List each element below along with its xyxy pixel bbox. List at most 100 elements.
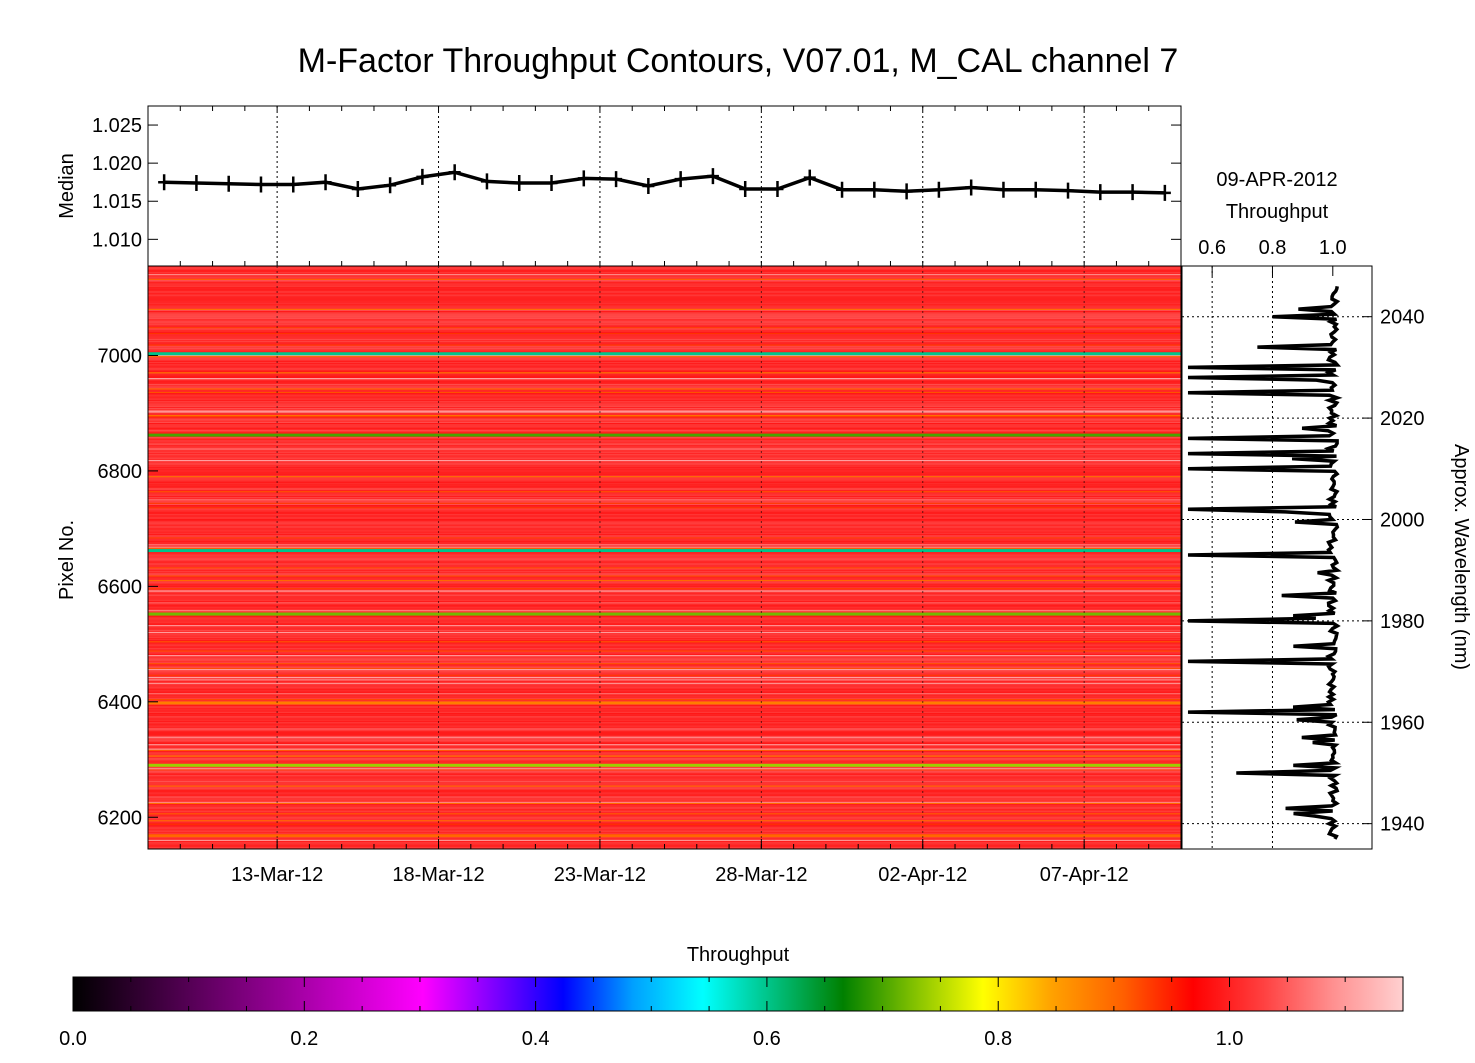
heatmap-row: [148, 502, 1181, 504]
heatmap-row: [148, 421, 1181, 424]
heatmap-row: [148, 637, 1181, 639]
median-point: [158, 174, 171, 191]
heatmap-row: [148, 633, 1181, 635]
heatmap-row: [148, 406, 1181, 408]
heatmap-row: [148, 616, 1181, 619]
heatmap-row: [148, 619, 1181, 621]
heatmap-row: [148, 409, 1181, 411]
heatmap-row: [148, 301, 1181, 303]
heatmap-row: [148, 799, 1181, 801]
heatmap-row: [148, 272, 1181, 275]
heatmap-row: [148, 319, 1181, 321]
heatmap-x-tick-label: 23-Mar-12: [554, 864, 646, 886]
heatmap-row: [148, 754, 1181, 756]
heatmap-row: [148, 397, 1181, 399]
heatmap-row: [148, 315, 1181, 317]
heatmap-row: [148, 307, 1181, 309]
profile-x-tick-label: 1.0: [1319, 237, 1347, 259]
heatmap-row: [148, 575, 1181, 577]
heatmap-row: [148, 554, 1181, 556]
heatmap-row: [148, 842, 1181, 844]
heatmap-row: [148, 283, 1181, 285]
heatmap-row: [148, 327, 1181, 329]
heatmap-row: [148, 691, 1181, 694]
heatmap-row: [148, 344, 1181, 346]
heatmap-row: [148, 611, 1181, 613]
heatmap-row: [148, 335, 1181, 337]
heatmap-row: [148, 476, 1181, 478]
heatmap-row: [148, 752, 1181, 754]
heatmap-row: [148, 768, 1181, 770]
heatmap-row: [148, 605, 1181, 607]
heatmap-row: [148, 652, 1181, 654]
median-y-tick-label: 1.020: [92, 153, 142, 175]
heatmap-x-tick-label: 13-Mar-12: [231, 864, 323, 886]
heatmap-row: [148, 538, 1181, 540]
heatmap-row: [148, 347, 1181, 350]
heatmap-row: [148, 694, 1181, 696]
heatmap-row: [148, 543, 1181, 545]
heatmap-row: [148, 761, 1181, 763]
heatmap-row: [148, 791, 1181, 793]
heatmap-row: [148, 343, 1181, 345]
heatmap-row: [148, 486, 1181, 488]
heatmap-row: [148, 591, 1181, 593]
heatmap-row: [148, 377, 1181, 380]
median-point: [1158, 184, 1171, 201]
heatmap-row: [148, 539, 1181, 541]
heatmap-row: [148, 402, 1181, 404]
heatmap-row: [148, 631, 1181, 634]
heatmap-row: [148, 311, 1181, 313]
heatmap-x-tick-label: 28-Mar-12: [715, 864, 807, 886]
heatmap-row: [148, 629, 1181, 631]
heatmap-row: [148, 566, 1181, 568]
heatmap-row: [148, 478, 1181, 480]
heatmap-row: [148, 279, 1181, 282]
heatmap-row: [148, 314, 1181, 316]
heatmap-row: [148, 758, 1181, 761]
heatmap-row: [148, 485, 1181, 487]
heatmap-row: [148, 767, 1181, 769]
heatmap-row: [148, 828, 1181, 830]
heatmap-row: [148, 770, 1181, 772]
median-series-line: [164, 170, 1165, 195]
heatmap-row: [148, 644, 1181, 646]
heatmap-row: [148, 530, 1181, 532]
heatmap-row: [148, 285, 1181, 287]
heatmap-row: [148, 304, 1181, 306]
heatmap-row: [148, 339, 1181, 342]
heatmap-row: [148, 756, 1181, 758]
median-point: [545, 174, 558, 191]
heatmap-row: [148, 446, 1181, 448]
heatmap-row: [148, 379, 1181, 381]
heatmap-row: [148, 270, 1181, 272]
heatmap-row: [148, 576, 1181, 578]
heatmap-row: [148, 592, 1181, 594]
median-point: [319, 174, 332, 191]
heatmap-row: [148, 365, 1181, 367]
heatmap-row: [148, 658, 1181, 660]
heatmap-row: [148, 634, 1181, 636]
heatmap-row: [148, 455, 1181, 457]
heatmap-row: [148, 607, 1181, 609]
heatmap-row: [148, 586, 1181, 589]
heatmap-row: [148, 317, 1181, 320]
heatmap-row: [148, 296, 1181, 298]
heatmap-row: [148, 716, 1181, 718]
heatmap-row: [148, 359, 1181, 361]
median-point: [1094, 184, 1107, 201]
heatmap-row: [148, 778, 1181, 780]
heatmap-row: [148, 807, 1181, 809]
heatmap-row: [148, 636, 1181, 638]
heatmap-notable-row: [148, 763, 1181, 767]
median-point: [836, 181, 849, 198]
heatmap-row: [148, 540, 1181, 542]
heatmap-row: [148, 479, 1181, 481]
heatmap-notable-row: [148, 612, 1181, 616]
heatmap-row: [148, 284, 1181, 286]
median-point: [480, 173, 493, 190]
heatmap-row: [148, 368, 1181, 370]
heatmap-row: [148, 749, 1181, 751]
heatmap-row: [148, 590, 1181, 592]
heatmap-x-tick-label: 02-Apr-12: [878, 864, 967, 886]
